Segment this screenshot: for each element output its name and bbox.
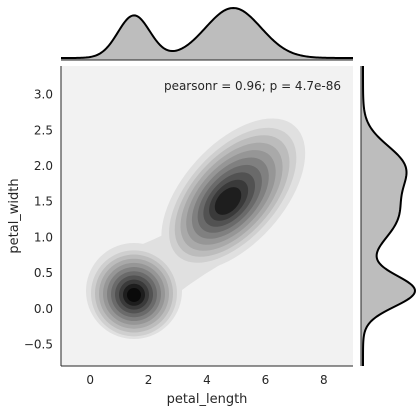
x-axis-label: petal_length	[167, 392, 248, 407]
pearson-annotation: pearsonr = 0.96; p = 4.7e-86	[164, 79, 341, 93]
y-tick-label: 1.5	[34, 195, 53, 209]
y-tick-label: 3.0	[34, 88, 53, 102]
x-tick-label: 2	[145, 373, 153, 387]
x-tick-label: 0	[86, 373, 94, 387]
y-tick-label: 0.5	[34, 266, 53, 280]
y-tick-label: 1.0	[34, 230, 53, 244]
right-marginal-density-fill	[361, 66, 415, 366]
y-axis-label: petal_width	[7, 178, 22, 253]
right-marginal-density-line	[362, 66, 417, 366]
joint-plot: pearsonr = 0.96; p = 4.7e-86 0 2 4 6 8 −0.5 0…	[7, 66, 353, 407]
top-marginal-plot	[61, 6, 353, 61]
y-tick-label: 2.5	[34, 123, 53, 137]
y-tick-label: −0.5	[24, 338, 53, 352]
kde-contour-band	[127, 287, 141, 302]
top-marginal-density-line	[61, 6, 353, 59]
kde-contour-band	[214, 187, 242, 215]
y-tick-labels: −0.5 0.0 0.5 1.0 1.5 2.0 2.5 3.0	[24, 88, 53, 352]
x-tick-label: 8	[320, 373, 328, 387]
right-marginal-plot	[360, 66, 417, 366]
y-tick-label: 0.0	[34, 302, 53, 316]
x-tick-label: 4	[203, 373, 211, 387]
y-tick-label: 2.0	[34, 159, 53, 173]
x-tick-labels: 0 2 4 6 8	[86, 373, 327, 387]
x-tick-label: 6	[262, 373, 270, 387]
kde-contours	[86, 118, 306, 339]
